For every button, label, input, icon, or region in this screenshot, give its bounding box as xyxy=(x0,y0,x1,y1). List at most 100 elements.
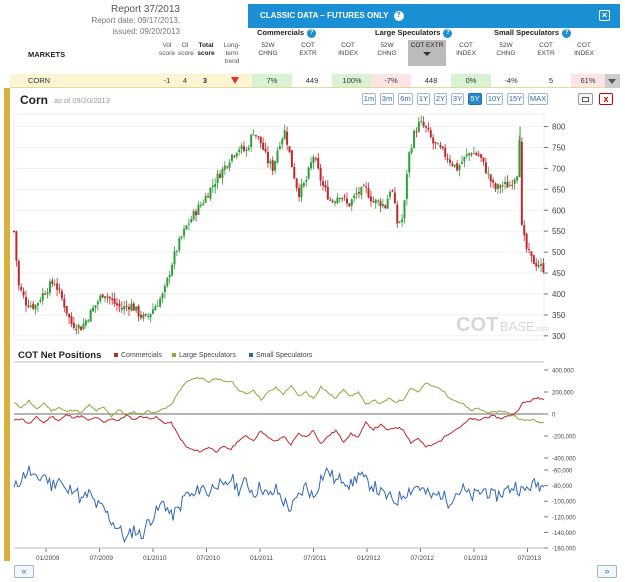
comm-52w-header[interactable]: 52W CHNG xyxy=(258,42,278,57)
candle-body xyxy=(149,313,152,318)
small-52w: -4% xyxy=(491,74,531,87)
candle-body xyxy=(451,163,454,166)
comm-index-header[interactable]: COT INDEX xyxy=(338,42,358,57)
legend-commercials[interactable]: Commercials xyxy=(114,352,162,359)
market-name[interactable]: CORN xyxy=(28,76,51,85)
large-extr-header[interactable]: COT EXTR xyxy=(408,40,446,66)
large-52w: -7% xyxy=(371,74,411,87)
zoom-5y-button[interactable]: 5Y xyxy=(468,93,482,105)
candle-body xyxy=(470,153,473,155)
small-extr-header[interactable]: COT EXTR xyxy=(537,42,555,57)
candle-body xyxy=(417,121,420,132)
candle-body xyxy=(48,281,51,294)
candle-body xyxy=(36,303,39,306)
zoom-2y-button[interactable]: 2Y xyxy=(434,93,447,105)
candle-body xyxy=(298,188,301,197)
candle-body xyxy=(492,180,495,183)
help-icon[interactable]: ? xyxy=(307,28,317,38)
group-large-speculators: Large Speculators? xyxy=(370,28,453,40)
row-dropdown-button[interactable] xyxy=(605,74,620,88)
zoom-1y-button[interactable]: 1Y xyxy=(417,93,430,105)
candle-body xyxy=(274,161,277,171)
net-tick-label: -400,000 xyxy=(552,457,576,463)
candle-body xyxy=(389,191,392,198)
comm-extr-header[interactable]: COT EXTR xyxy=(299,42,317,57)
legend-large-speculators[interactable]: Large Speculators xyxy=(172,352,236,359)
help-icon[interactable]: ? xyxy=(393,11,404,21)
candle-body xyxy=(70,316,73,324)
commercials-line xyxy=(13,396,545,453)
candle-body xyxy=(453,164,456,167)
candle-body xyxy=(365,186,368,188)
candle-body xyxy=(357,191,360,194)
zoom-1m-button[interactable]: 1m xyxy=(362,93,376,105)
next-button[interactable]: » xyxy=(597,565,617,578)
candle-body xyxy=(487,173,490,175)
candle-body xyxy=(295,178,298,189)
help-icon[interactable]: ? xyxy=(443,28,453,38)
candle-body xyxy=(15,231,18,261)
candle-body xyxy=(372,201,375,203)
candle-body xyxy=(439,144,442,148)
small-52w-header[interactable]: 52W CHNG xyxy=(496,42,516,57)
candle-body xyxy=(333,201,336,204)
zoom-15y-button[interactable]: 15Y xyxy=(507,93,524,105)
candle-body xyxy=(341,197,344,199)
candle-body xyxy=(513,179,516,184)
zoom-3y-button[interactable]: 3Y xyxy=(451,93,464,105)
candle-body xyxy=(101,294,104,298)
candle-body xyxy=(87,320,90,322)
close-icon[interactable]: × xyxy=(599,10,610,21)
candle-body xyxy=(384,205,387,208)
candle-body xyxy=(331,200,334,203)
legend-small-speculators[interactable]: Small Speculators xyxy=(249,352,312,359)
x-axis-label: 01/2009 xyxy=(36,555,60,562)
large-extr: 448 xyxy=(411,74,451,87)
small-extr: 5 xyxy=(531,74,571,87)
candle-body xyxy=(156,305,159,307)
vol-score-header[interactable]: Vol score xyxy=(159,42,175,57)
candle-body xyxy=(250,134,253,148)
candle-body xyxy=(540,263,543,266)
zoom-max-button[interactable]: MAX xyxy=(528,93,548,105)
total-score-header[interactable]: Total score xyxy=(197,42,215,57)
candle-body xyxy=(195,211,198,216)
candle-body xyxy=(22,291,25,296)
candle-body xyxy=(163,285,166,292)
candle-body xyxy=(310,162,313,169)
zoom-10y-button[interactable]: 10Y xyxy=(486,93,503,105)
candle-body xyxy=(472,153,475,155)
candle-body xyxy=(27,305,30,307)
candle-body xyxy=(429,130,432,138)
candle-body xyxy=(532,255,535,265)
oi-score-header[interactable]: OI score xyxy=(178,42,194,57)
large-index-header[interactable]: COT INDEX xyxy=(456,42,476,57)
zoom-6m-button[interactable]: 6m xyxy=(398,93,413,105)
markets-header[interactable]: MARKETS xyxy=(28,50,66,59)
candle-body xyxy=(99,295,102,302)
group-small-speculators: Small Speculators? xyxy=(489,28,572,40)
zoom-3m-button[interactable]: 3m xyxy=(380,93,394,105)
small-index-header[interactable]: COT INDEX xyxy=(574,42,594,57)
candle-body xyxy=(286,131,289,145)
x-axis-label: 01/2010 xyxy=(143,555,167,562)
close-chart-button[interactable]: x xyxy=(599,93,613,105)
candle-body xyxy=(39,300,42,302)
trend-header[interactable]: Long-term trend xyxy=(223,42,241,65)
candle-body xyxy=(120,307,123,310)
print-icon[interactable] xyxy=(578,93,593,105)
candle-body xyxy=(468,153,471,156)
table-row[interactable]: CORN -1 4 3 7% 449 100% -7% 448 0% -4% 5… xyxy=(10,74,605,88)
candle-body xyxy=(446,158,449,160)
vol-score: -1 xyxy=(163,76,171,85)
candle-body xyxy=(130,303,133,311)
candle-body xyxy=(484,162,487,174)
candle-body xyxy=(142,314,145,319)
candle-body xyxy=(226,166,229,168)
help-icon[interactable]: ? xyxy=(562,28,572,38)
price-tick-label: 800 xyxy=(552,123,566,132)
prev-button[interactable]: « xyxy=(14,565,34,578)
candle-body xyxy=(475,152,478,156)
large-52w-header[interactable]: 52W CHNG xyxy=(377,42,397,57)
